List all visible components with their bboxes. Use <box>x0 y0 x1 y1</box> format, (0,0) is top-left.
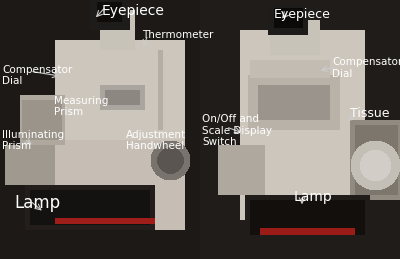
Text: Illuminating
Prism: Illuminating Prism <box>2 130 64 151</box>
Text: Eyepiece: Eyepiece <box>274 8 331 21</box>
Text: Lamp: Lamp <box>14 194 60 212</box>
Text: Adjustment
Handwheel: Adjustment Handwheel <box>126 130 186 151</box>
Text: Tissue: Tissue <box>350 107 390 120</box>
Text: Eyepiece: Eyepiece <box>102 4 165 18</box>
Text: Lamp: Lamp <box>294 190 333 204</box>
Text: Measuring
Prism: Measuring Prism <box>54 96 108 117</box>
Text: Compensator
Dial: Compensator Dial <box>2 65 72 86</box>
Text: On/Off and
Scale Display
Switch: On/Off and Scale Display Switch <box>202 114 272 147</box>
Text: Thermometer: Thermometer <box>142 30 213 40</box>
Text: Compensator
Dial: Compensator Dial <box>332 57 400 78</box>
